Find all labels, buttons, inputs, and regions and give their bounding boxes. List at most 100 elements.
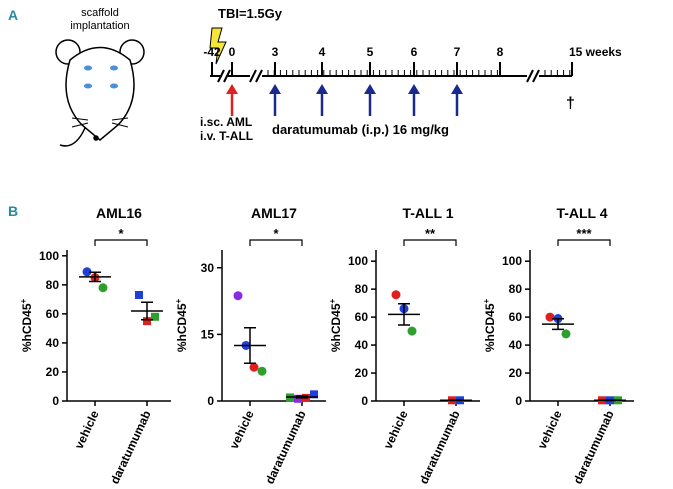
scaffold-icons <box>84 65 118 89</box>
y-tick-label: 0 <box>207 394 214 408</box>
y-axis-label: %hCD45+ <box>482 298 497 352</box>
significance-bracket <box>403 239 457 246</box>
x-tick-label: daratumumab <box>107 408 153 486</box>
significance-bracket <box>557 239 611 246</box>
y-axis-label-sup: + <box>174 298 183 303</box>
axis-break <box>526 69 534 83</box>
arrow-head <box>269 84 281 94</box>
y-tick-label: 100 <box>348 254 368 268</box>
scaffold-label: implantation <box>70 20 129 32</box>
y-axis-label: %hCD45+ <box>174 298 189 352</box>
y-tick-label: 30 <box>201 261 215 275</box>
significance-label: ** <box>425 226 436 241</box>
timeline-label: 5 <box>367 45 374 59</box>
x-tick-label: vehicle <box>381 408 411 451</box>
arrow-head <box>316 84 328 94</box>
axis-break <box>532 69 540 83</box>
data-point <box>407 326 417 336</box>
y-tick-label: 80 <box>355 282 369 296</box>
y-tick-label: 20 <box>355 366 369 380</box>
significance-label: * <box>273 226 279 241</box>
injection-label: i.v. T-ALL <box>200 129 253 143</box>
y-axis-label-text: %hCD45 <box>20 303 34 352</box>
y-tick-label: 60 <box>509 310 523 324</box>
significance-bracket <box>249 239 303 246</box>
axis-break <box>255 69 263 83</box>
timeline-label: 6 <box>411 45 418 59</box>
x-tick-label: vehicle <box>535 408 565 451</box>
chart-title: AML16 <box>96 205 142 221</box>
y-tick-label: 100 <box>39 249 59 263</box>
data-point <box>135 291 143 300</box>
x-tick-label: daratumumab <box>262 408 308 486</box>
end-mark: † <box>566 95 575 112</box>
data-point <box>257 366 267 376</box>
timeline-label: -42 <box>203 45 221 59</box>
mouse-icon <box>55 39 145 147</box>
significance-bracket <box>94 239 148 246</box>
scaffold-label: scaffold <box>81 7 119 19</box>
y-tick-label: 0 <box>515 394 522 408</box>
timeline-label: 0 <box>229 45 236 59</box>
timeline-label: 3 <box>272 45 279 59</box>
y-tick-label: 15 <box>201 327 215 341</box>
sem-bar <box>89 271 101 283</box>
timeline-label: 4 <box>319 45 326 59</box>
y-axis-label-text: %hCD45 <box>175 303 189 352</box>
axis-break <box>223 69 231 83</box>
sem-bar <box>398 302 410 326</box>
sem-bar <box>141 301 153 321</box>
timeline-label: 8 <box>497 45 504 59</box>
y-tick-label: 40 <box>355 338 369 352</box>
x-tick-label: vehicle <box>227 408 257 451</box>
data-point <box>249 362 259 372</box>
significance-label: * <box>118 226 124 241</box>
y-tick-label: 80 <box>509 282 523 296</box>
data-point <box>545 312 555 322</box>
chart-title: T-ALL 4 <box>556 205 607 221</box>
y-tick-label: 0 <box>361 394 368 408</box>
y-axis-label-sup: + <box>482 298 491 303</box>
timeline-label: 7 <box>454 45 461 59</box>
arrow-head <box>226 84 238 94</box>
y-tick-label: 40 <box>46 336 60 350</box>
chart-title: AML17 <box>251 205 297 221</box>
y-tick-label: 20 <box>46 365 60 379</box>
timeline-label: 15 weeks <box>569 45 622 59</box>
chart-title: T-ALL 1 <box>402 205 453 221</box>
axis-break <box>217 69 225 83</box>
axis-break <box>249 69 257 83</box>
treatment-label: daratumumab (i.p.) 16 mg/kg <box>272 122 449 137</box>
data-point <box>391 290 401 300</box>
data-point <box>310 390 318 399</box>
y-axis-label-text: %hCD45 <box>329 303 343 352</box>
significance-label: *** <box>576 226 592 241</box>
arrow-head <box>451 84 463 94</box>
injection-label: i.sc. AML <box>200 115 252 129</box>
x-tick-label: daratumumab <box>570 408 616 486</box>
panel-label: B <box>8 203 18 219</box>
timeline <box>210 62 573 83</box>
y-tick-label: 0 <box>52 394 59 408</box>
data-point <box>98 283 108 293</box>
x-tick-label: vehicle <box>72 408 102 451</box>
y-axis-label: %hCD45+ <box>19 298 34 352</box>
arrow-head <box>364 84 376 94</box>
panel-label: A <box>8 7 18 23</box>
y-tick-label: 20 <box>509 366 523 380</box>
y-tick-label: 60 <box>355 310 369 324</box>
data-point <box>233 291 243 301</box>
y-axis-label: %hCD45+ <box>328 298 343 352</box>
data-point <box>561 329 571 339</box>
sem-bar <box>296 395 308 399</box>
sem-bar <box>244 326 256 364</box>
y-axis-label-text: %hCD45 <box>483 303 497 352</box>
lightning-icon <box>209 27 227 65</box>
data-point <box>143 317 151 326</box>
data-point <box>151 312 159 321</box>
y-axis-label-sup: + <box>328 298 337 303</box>
y-axis-label-sup: + <box>19 298 28 303</box>
y-tick-label: 80 <box>46 278 60 292</box>
y-tick-label: 100 <box>502 254 522 268</box>
